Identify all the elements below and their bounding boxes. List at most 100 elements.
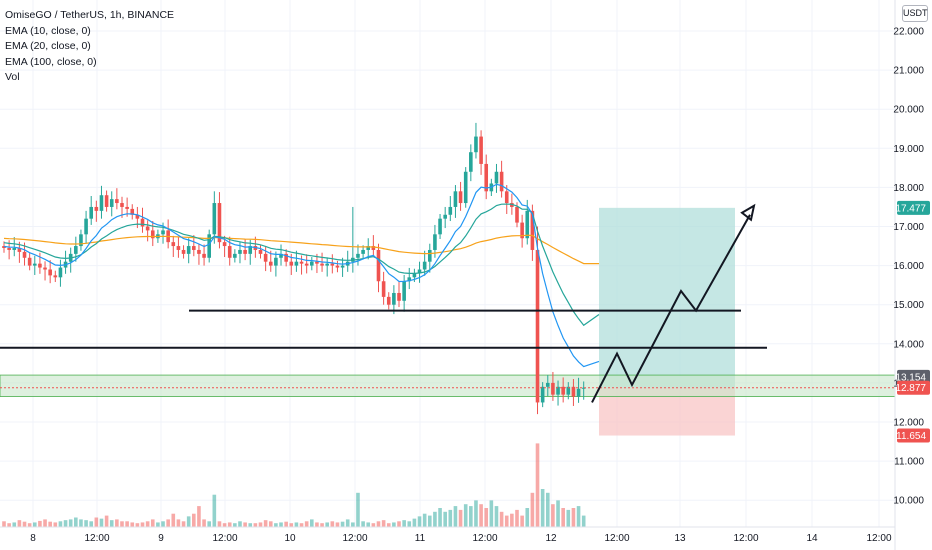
candle-body bbox=[207, 234, 211, 258]
stop-price-tag-label: 11.654 bbox=[896, 431, 926, 442]
candle-body bbox=[99, 195, 104, 211]
volume-bar bbox=[315, 522, 319, 527]
price-tick-label: 17.000 bbox=[893, 222, 924, 233]
volume-bar bbox=[238, 521, 242, 527]
price-axis: 22.000 21.000 20.000 19.000 18.000 17.000 16.0… bbox=[893, 0, 924, 550]
candle-body bbox=[366, 246, 371, 250]
volume-bar bbox=[248, 523, 253, 527]
volume-bar bbox=[556, 500, 560, 527]
indicator-ema10[interactable]: EMA (10, close, 0) bbox=[5, 24, 91, 37]
candle-body bbox=[561, 386, 565, 395]
candle-body bbox=[412, 273, 417, 278]
candle-body bbox=[381, 281, 386, 297]
target-price-tag-label: 17.477 bbox=[895, 203, 926, 214]
candle-body bbox=[545, 382, 550, 387]
last-price-tag bbox=[897, 380, 930, 395]
indicator-volume[interactable]: Vol bbox=[5, 71, 20, 83]
volume-bar bbox=[340, 521, 345, 527]
volume-bar bbox=[361, 521, 365, 527]
volume-bar bbox=[186, 516, 191, 527]
price-tick-label: 21.000 bbox=[893, 66, 924, 77]
candle-body bbox=[109, 199, 114, 207]
candle-body bbox=[479, 136, 483, 164]
candle-body bbox=[171, 242, 176, 247]
candle-body bbox=[176, 246, 181, 250]
volume-bar bbox=[212, 494, 217, 527]
candle-body bbox=[274, 257, 278, 266]
volume-bar bbox=[115, 519, 119, 527]
candle-body bbox=[335, 265, 340, 268]
candle-body bbox=[197, 249, 201, 254]
volume-bar bbox=[227, 522, 232, 527]
price-tick-label: 22.000 bbox=[893, 27, 924, 38]
volume-bar bbox=[510, 513, 514, 527]
volume-bar bbox=[207, 521, 211, 527]
candle-body bbox=[463, 171, 468, 204]
candle-body bbox=[417, 269, 422, 274]
volume-bar bbox=[474, 500, 478, 527]
time-tick-label: 12:00 bbox=[472, 533, 497, 544]
currency-unit-button[interactable]: USDT bbox=[902, 5, 928, 22]
time-tick-label: 12:00 bbox=[212, 533, 237, 544]
time-tick-label: 12:00 bbox=[342, 533, 367, 544]
candle-body bbox=[186, 246, 191, 254]
ema10-line bbox=[3, 183, 600, 368]
volume-bar bbox=[202, 519, 206, 527]
volume-bar bbox=[310, 519, 314, 527]
stop-price-tag bbox=[897, 428, 930, 443]
volume-bar bbox=[371, 523, 376, 527]
volume-bar bbox=[392, 522, 396, 527]
candle-body bbox=[294, 261, 299, 266]
candle-body bbox=[17, 248, 22, 252]
indicator-ema100[interactable]: EMA (100, close, 0) bbox=[5, 55, 97, 68]
candle-body bbox=[181, 249, 186, 254]
candle-body bbox=[422, 261, 427, 270]
volume-bar bbox=[325, 522, 329, 527]
volume-bar bbox=[386, 523, 391, 527]
volume-bar bbox=[94, 517, 99, 527]
profit-zone bbox=[599, 207, 735, 388]
candle-body bbox=[135, 214, 140, 219]
volume-bar bbox=[407, 521, 412, 527]
indicator-ema20[interactable]: EMA (20, close, 0) bbox=[5, 40, 91, 52]
candle-body bbox=[458, 191, 463, 204]
volume-bar bbox=[427, 515, 432, 527]
volume-bar bbox=[99, 518, 104, 527]
volume-bar bbox=[402, 520, 406, 527]
ema100-line bbox=[3, 234, 599, 265]
candle-body bbox=[89, 206, 94, 219]
candle-body bbox=[525, 210, 530, 239]
candle-body bbox=[392, 292, 396, 305]
candle-body bbox=[484, 163, 489, 192]
volume-bar bbox=[89, 521, 94, 527]
volume-bar bbox=[2, 521, 6, 527]
symbol-title[interactable]: OmiseGO / TetherUS, 1h, BINANCE bbox=[5, 9, 175, 21]
candle-body bbox=[361, 249, 365, 254]
volume-bar bbox=[279, 522, 283, 527]
price-tick-label: 18.000 bbox=[893, 183, 924, 194]
candle-body bbox=[27, 257, 32, 266]
volume-bar bbox=[530, 492, 535, 527]
volume-bar bbox=[176, 519, 181, 527]
candle-body bbox=[150, 230, 155, 239]
volume-bar bbox=[268, 521, 273, 527]
volume-bar bbox=[417, 516, 422, 527]
candle-body bbox=[222, 242, 227, 247]
volume-bar bbox=[515, 509, 519, 527]
candle-body bbox=[53, 275, 58, 278]
candle-body bbox=[289, 261, 294, 266]
volume-bar bbox=[520, 515, 524, 527]
candle-body bbox=[397, 292, 401, 301]
candle-body bbox=[576, 388, 581, 397]
support-zone bbox=[0, 374, 896, 397]
candle-body bbox=[515, 206, 519, 223]
volume-bar bbox=[243, 522, 247, 527]
price-tick-label: 19.000 bbox=[893, 144, 924, 155]
candle-body bbox=[202, 253, 206, 258]
candle-body bbox=[268, 261, 273, 266]
candle-body bbox=[504, 191, 509, 204]
candle-body bbox=[58, 267, 63, 278]
candle-body bbox=[258, 249, 263, 254]
